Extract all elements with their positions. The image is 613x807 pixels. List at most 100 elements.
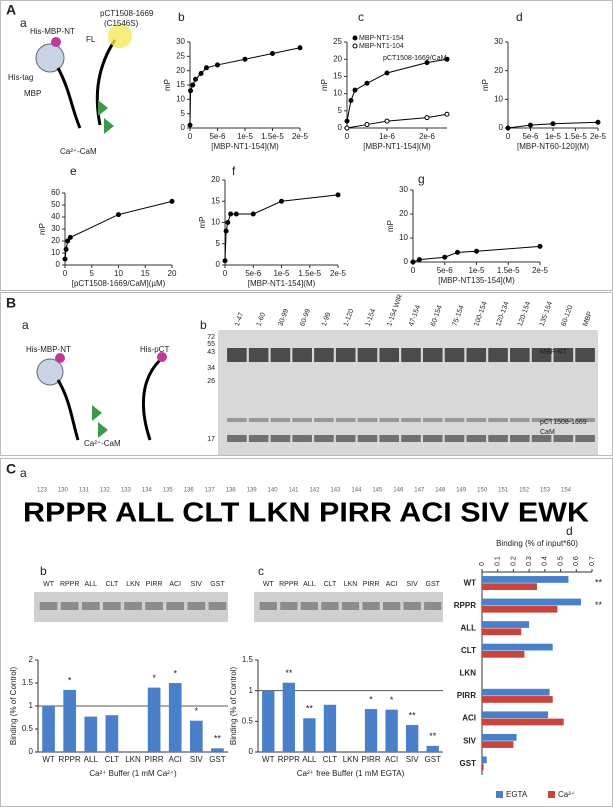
residue-number: 146: [393, 488, 404, 494]
legend-marker: [352, 43, 358, 49]
y-tick-label: RPPR: [454, 601, 476, 610]
panel-letter: a: [20, 466, 27, 480]
legend-swatch: [548, 791, 555, 798]
fit-line: [224, 194, 339, 261]
lane-label: 120-134: [495, 301, 510, 328]
y-tick-label: 30: [399, 185, 408, 194]
data-point: [528, 122, 533, 128]
axis: [507, 42, 598, 129]
significance: **: [306, 704, 314, 714]
gel-band: [81, 602, 100, 610]
gel-band: [227, 435, 247, 442]
x-tick-label: 0.4: [542, 556, 549, 566]
lane-label: RPPR: [60, 581, 79, 588]
marker-label: 43: [207, 349, 215, 356]
x-axis-label: Ca²⁺ Buffer (1 mM Ca²⁺): [89, 769, 177, 778]
gel-band: [403, 602, 421, 610]
fit-line: [507, 121, 599, 129]
significance: *: [68, 675, 72, 685]
panel-letter: d: [566, 524, 573, 538]
lane-label: 1-154 WIR: [386, 293, 404, 327]
x-tick-label: RPPR: [59, 755, 81, 764]
bar: [262, 690, 275, 752]
y-tick-label: 15: [176, 80, 185, 89]
significance: **: [429, 731, 437, 741]
y-tick-label: 0: [499, 123, 504, 132]
y-tick-label: 0: [216, 260, 221, 269]
y-tick-label: 0: [338, 123, 343, 132]
data-point: [204, 65, 209, 71]
x-tick-label: 0: [188, 132, 193, 141]
diagram-label: Ca²⁺-CaM: [84, 439, 121, 448]
lane-label: 1-47: [234, 312, 245, 328]
x-tick-label: 15: [141, 269, 150, 278]
lane-label: ALL: [303, 581, 316, 588]
legend-label: MBP-NT1-104: [359, 43, 404, 50]
x-tick-label: WT: [262, 755, 275, 764]
bar: [426, 745, 439, 752]
residue-number: 123: [37, 488, 48, 494]
data-point: [384, 70, 390, 76]
gel-band: [292, 435, 312, 442]
y-tick-label: SIV: [463, 736, 477, 745]
band-label: MBP-NT: [540, 349, 568, 356]
x-axis-label: [MBP-NT1-154](M): [211, 142, 279, 151]
x-axis-label: [MBP-NT60-120](M): [517, 142, 589, 151]
y-tick-label: 1: [29, 701, 34, 710]
data-point: [454, 249, 460, 255]
data-point: [193, 76, 198, 82]
y-tick-label: 15: [333, 72, 342, 81]
x-tick-label: ALL: [302, 755, 317, 764]
bar: [323, 704, 337, 752]
gel-band: [60, 602, 79, 610]
data-point: [65, 238, 71, 244]
residue-number: 143: [330, 488, 341, 494]
sequence: RPPR ALL CLT LKN PIRR ACI SIV EWK: [23, 496, 589, 527]
legend-label: EGTA: [506, 790, 528, 799]
significance: *: [173, 668, 177, 678]
bar: [282, 682, 295, 752]
diagram-label: (C1546S): [104, 19, 139, 28]
data-point: [344, 125, 350, 131]
data-point: [63, 246, 69, 252]
y-tick-label: 10: [211, 218, 220, 227]
fit-line: [189, 47, 301, 126]
gel-band: [270, 348, 291, 362]
bar: [190, 720, 203, 752]
marker-label: 17: [207, 436, 215, 443]
x-tick-label: 20: [168, 269, 177, 278]
gel-band: [444, 348, 465, 362]
fluorophore: [108, 24, 132, 48]
bar: [105, 715, 119, 752]
band-label: CaM: [540, 429, 555, 436]
his-tag-shape: [55, 353, 65, 363]
x-tick-label: 0: [506, 132, 511, 141]
lane-label: 1-120: [343, 308, 356, 327]
gel-band: [314, 348, 334, 362]
x-tick-label: 5e-6: [437, 266, 454, 275]
x-tick-label: 5: [90, 269, 95, 278]
data-point: [444, 56, 450, 62]
residue-number: 132: [100, 488, 111, 494]
x-tick-label: 1e-5: [273, 269, 290, 278]
y-tick-label: 20: [176, 66, 185, 75]
diagram-label: Ca²⁺-CaM: [60, 147, 97, 156]
lane-label: 135-154: [539, 301, 554, 328]
gel-band: [379, 435, 400, 442]
gel-band: [553, 348, 574, 362]
x-tick-label: 2e-5: [330, 269, 347, 278]
his-tag-shape: [51, 37, 61, 47]
significance: **: [595, 578, 603, 588]
y-tick-label: 10: [399, 233, 408, 242]
panel-letter: a: [22, 318, 29, 332]
lane-label: 47-154: [408, 304, 422, 327]
x-tick-label: 0.5: [557, 556, 564, 566]
y-tick-label: 10: [51, 248, 60, 257]
data-point: [410, 259, 416, 265]
pct-chain: [141, 358, 162, 441]
panel-letter: b: [200, 318, 207, 332]
x-axis-label: [MBP-NT1-154](M): [248, 279, 316, 288]
chart-title: Binding (% of input*60): [496, 539, 578, 548]
gel-band: [510, 418, 530, 422]
residue-number: 148: [435, 488, 446, 494]
